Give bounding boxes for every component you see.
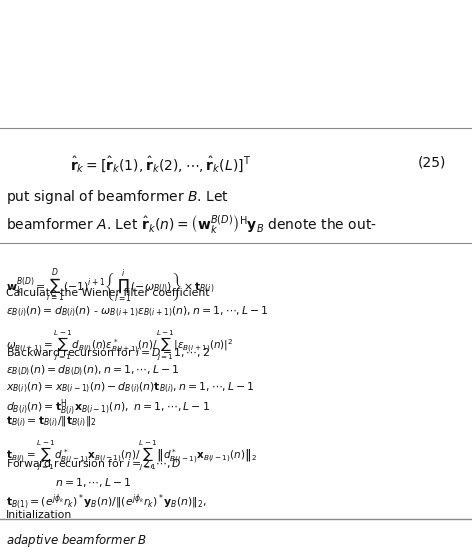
Text: beamformer $A$. Let $\hat{\mathbf{r}}_k(n) = \left(\mathbf{w}_k^{B(D)}\right)^{\: beamformer $A$. Let $\hat{\mathbf{r}}_k(… — [6, 214, 377, 237]
Text: $d_{B(i)}(n) = \mathbf{t}^{\mathrm{H}}_{B(i)}\mathbf{x}_{B(i-1)}(n),\ n = 1, \cd: $d_{B(i)}(n) = \mathbf{t}^{\mathrm{H}}_{… — [6, 398, 210, 418]
Text: Initialization: Initialization — [6, 510, 72, 520]
Text: Calculate the Wiener filter coefficient: Calculate the Wiener filter coefficient — [6, 288, 210, 298]
Text: $\varepsilon_{B(i)}(n) = d_{B(i)}(n)$ - $\omega_{B(i+1)}\varepsilon_{B(i+1)}(n),: $\varepsilon_{B(i)}(n) = d_{B(i)}(n)$ - … — [6, 305, 269, 320]
Text: $\mathbf{t}_{B(1)} = (e^{j\phi_k}r_k)^*\mathbf{y}_B(n)/\|(e^{j\phi_k}r_k)^*\math: $\mathbf{t}_{B(1)} = (e^{j\phi_k}r_k)^*\… — [6, 492, 207, 511]
Text: $\mathbf{t}_{B(i)} = \mathbf{t}_{B(i)}/\|\mathbf{t}_{B(i)}\|_2$: $\mathbf{t}_{B(i)} = \mathbf{t}_{B(i)}/\… — [6, 415, 97, 429]
Text: adaptive beamformer $B$: adaptive beamformer $B$ — [6, 532, 147, 549]
Text: Forward recursion for $i = 2, \cdots, D$: Forward recursion for $i = 2, \cdots, D$ — [6, 457, 182, 470]
Text: $\hat{\mathbf{r}}_k = [\hat{\mathbf{r}}_k(1), \hat{\mathbf{r}}_k(2), \cdots, \ha: $\hat{\mathbf{r}}_k = [\hat{\mathbf{r}}_… — [70, 155, 251, 175]
Text: $\mathbf{w}_k^{B(D)} = \sum_{i=1}^{D}(-1)^{i+1}\left\{\prod_{l=1}^{i}(-\omega_{B: $\mathbf{w}_k^{B(D)} = \sum_{i=1}^{D}(-1… — [6, 268, 214, 306]
Text: $\mathbf{t}_{B(i)} = \sum_{j=1}^{L-1}d^*_{B(i-1)}\mathbf{x}_{B(i-1)}(n)/\sum_{j=: $\mathbf{t}_{B(i)} = \sum_{j=1}^{L-1}d^*… — [6, 438, 257, 472]
Text: put signal of beamformer $B$. Let: put signal of beamformer $B$. Let — [6, 188, 229, 206]
Text: Backward recursion for $i = D - 1, \cdots, 2$: Backward recursion for $i = D - 1, \cdot… — [6, 346, 210, 359]
Text: $x_{B(i)}(n) = x_{B(i-1)}(n) - d_{B(i)}(n)\mathbf{t}_{B(i)}, n = 1, \cdots, L - : $x_{B(i)}(n) = x_{B(i-1)}(n) - d_{B(i)}(… — [6, 381, 255, 395]
Text: $\varepsilon_{B(D)}(n) = d_{B(D)}(n), n = 1, \cdots, L - 1$: $\varepsilon_{B(D)}(n) = d_{B(D)}(n), n … — [6, 364, 180, 379]
Text: (25): (25) — [418, 155, 447, 169]
Text: $\omega_{B(i+1)} = \sum_{j=1}^{L-1}d_{B(i)}(n)\varepsilon^*_{B(i+1)}(n)/\sum_{j=: $\omega_{B(i+1)} = \sum_{j=1}^{L-1}d_{B(… — [6, 328, 234, 362]
Text: $n = 1, \cdots, L-1$: $n = 1, \cdots, L-1$ — [55, 476, 132, 489]
